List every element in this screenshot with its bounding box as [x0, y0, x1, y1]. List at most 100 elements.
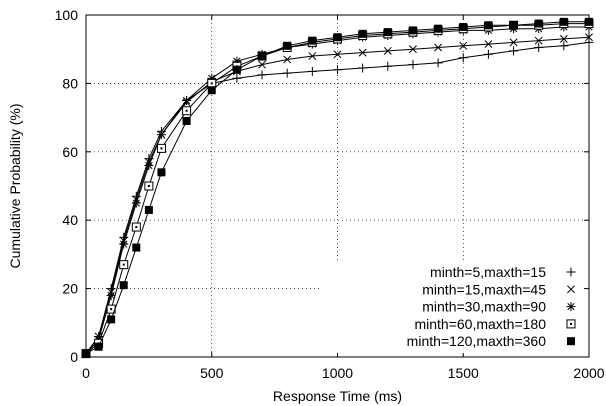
- legend-item: minth=5,maxth=15: [430, 264, 576, 280]
- data-point: [333, 50, 342, 59]
- data-point: [509, 46, 519, 56]
- marker-fill: [358, 29, 367, 38]
- legend-label: minth=30,maxth=90: [422, 299, 546, 315]
- data-point: [567, 285, 575, 294]
- data-point: [509, 38, 518, 47]
- data-point: [82, 349, 90, 358]
- legend-item: minth=60,maxth=180: [414, 316, 576, 332]
- data-point: [433, 58, 443, 68]
- marker-dot: [210, 82, 213, 85]
- data-point: [585, 17, 593, 26]
- y-axis-label: Cumulative Probability (%): [7, 104, 23, 269]
- marker-stroke: [283, 55, 292, 64]
- legend-label: minth=60,maxth=180: [414, 316, 546, 332]
- data-point: [182, 117, 191, 126]
- data-point: [106, 290, 116, 300]
- legend-label: minth=5,maxth=15: [430, 264, 546, 280]
- marker-fill: [182, 117, 191, 126]
- data-point: [144, 205, 153, 214]
- x-tick-label: 1500: [448, 365, 479, 381]
- series-group: [81, 17, 594, 359]
- marker-stroke: [107, 291, 115, 300]
- marker-stroke: [182, 96, 191, 105]
- data-point: [458, 53, 468, 63]
- series: [82, 17, 593, 358]
- marker-fill: [157, 168, 166, 177]
- data-point: [157, 168, 166, 177]
- data-point: [156, 130, 166, 140]
- marker-fill: [383, 28, 392, 37]
- legend-label: minth=15,maxth=45: [422, 281, 546, 297]
- data-point: [509, 21, 518, 30]
- data-point: [308, 36, 317, 45]
- x-tick-label: 2000: [573, 365, 604, 381]
- data-point: [559, 17, 568, 26]
- marker-stroke: [434, 43, 443, 52]
- axis-ticks: 0 500 1000 1500 2000 0 20 40 60 80 100: [55, 7, 605, 381]
- data-point: [383, 61, 393, 71]
- marker-fill: [308, 36, 317, 45]
- marker-dot: [160, 147, 163, 150]
- data-point: [257, 70, 267, 80]
- legend-item: minth=15,maxth=45: [422, 281, 575, 297]
- legend-background: [322, 263, 584, 353]
- data-point: [459, 41, 468, 50]
- marker-fill: [119, 281, 128, 290]
- data-point: [156, 143, 166, 153]
- marker-fill: [333, 33, 342, 42]
- marker-fill: [232, 65, 241, 74]
- marker-fill: [567, 337, 575, 346]
- marker-fill: [459, 22, 468, 31]
- data-point: [232, 73, 242, 83]
- marker-stroke: [484, 40, 493, 49]
- data-point: [131, 198, 141, 208]
- data-point: [559, 41, 569, 51]
- marker-stroke: [383, 46, 392, 55]
- data-point: [182, 96, 192, 105]
- data-point: [585, 33, 593, 42]
- data-point: [534, 19, 543, 28]
- marker-fill: [107, 315, 116, 324]
- legend-item: minth=30,maxth=90: [422, 299, 576, 315]
- marker-stroke: [585, 33, 593, 42]
- data-point: [566, 267, 576, 277]
- data-point: [358, 63, 368, 73]
- data-point: [282, 68, 292, 78]
- data-point: [483, 49, 493, 59]
- marker-stroke: [408, 45, 417, 54]
- data-point: [434, 24, 443, 33]
- data-point: [333, 65, 342, 75]
- marker-fill: [408, 26, 417, 35]
- data-point: [119, 260, 129, 270]
- data-point: [566, 302, 576, 312]
- marker-stroke: [120, 240, 128, 248]
- marker-stroke: [567, 302, 575, 311]
- data-point: [484, 21, 493, 30]
- data-point: [559, 34, 568, 43]
- data-point: [383, 28, 392, 37]
- marker-stroke: [567, 285, 575, 294]
- marker-fill: [434, 24, 443, 33]
- data-point: [567, 337, 575, 346]
- data-point: [107, 315, 116, 324]
- y-tick-label: 0: [70, 349, 78, 365]
- marker-fill: [82, 349, 90, 358]
- data-point: [566, 319, 576, 329]
- data-point: [119, 281, 128, 290]
- marker-fill: [534, 19, 543, 28]
- data-point: [283, 41, 292, 50]
- marker-stroke: [559, 34, 568, 43]
- data-point: [484, 40, 493, 49]
- data-point: [258, 52, 267, 61]
- data-point: [308, 52, 317, 60]
- marker-stroke: [333, 50, 342, 59]
- data-point: [258, 60, 267, 69]
- data-point: [307, 66, 317, 76]
- data-point: [434, 43, 443, 52]
- marker-stroke: [358, 48, 367, 57]
- y-tick-label: 60: [62, 144, 78, 160]
- x-tick-label: 500: [200, 365, 224, 381]
- marker-fill: [144, 205, 153, 214]
- marker-fill: [283, 41, 292, 50]
